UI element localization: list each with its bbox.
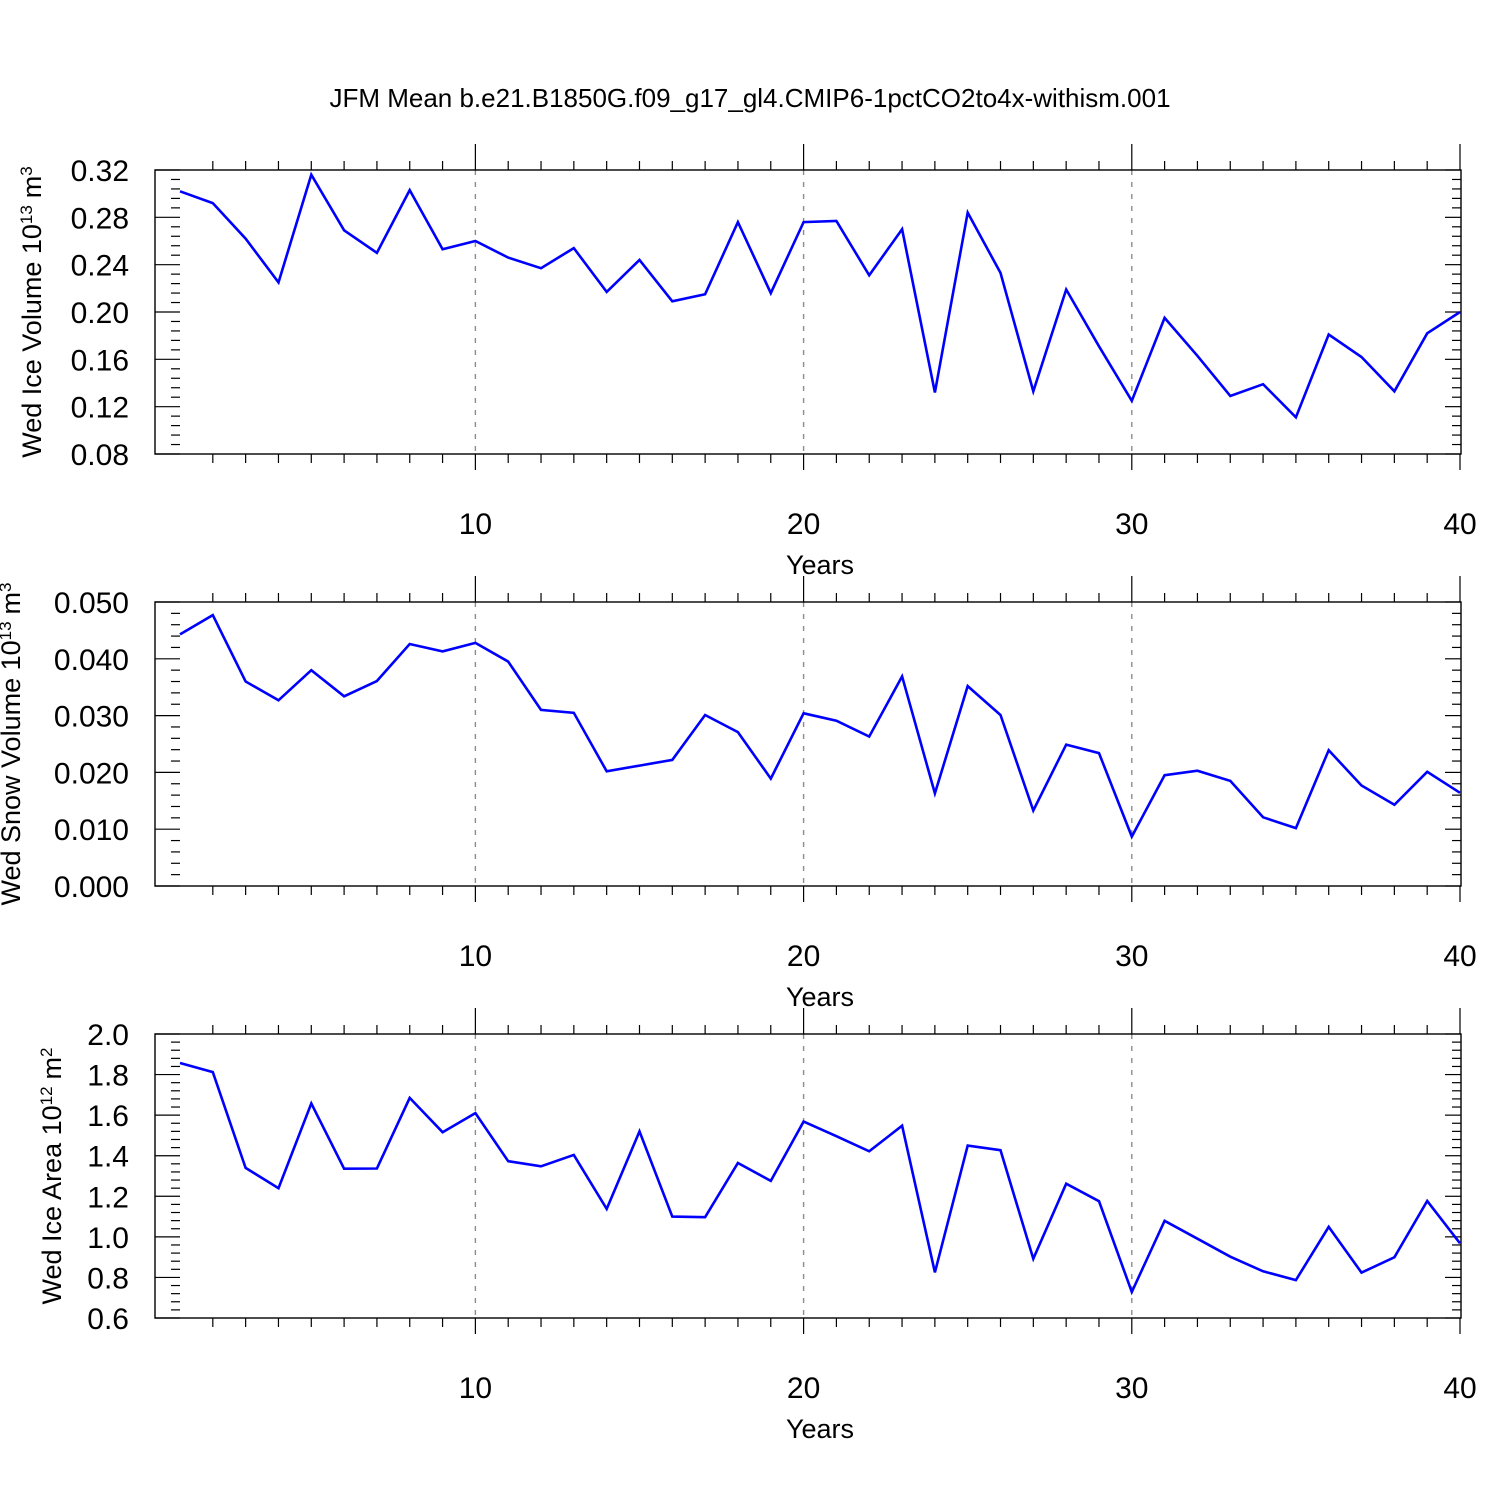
x-axis-label: Years bbox=[786, 1414, 854, 1444]
y-tick-label: 1.2 bbox=[87, 1181, 129, 1214]
y-axis-label-exponent: 13 bbox=[17, 205, 36, 224]
x-tick-label: 20 bbox=[787, 940, 820, 973]
y-axis-label-text: Wed Snow Volume 10 bbox=[0, 640, 26, 905]
y-axis-label-unit-exponent: 3 bbox=[0, 582, 15, 591]
y-axis-label-exponent: 12 bbox=[37, 1086, 56, 1105]
y-tick-label: 0.28 bbox=[71, 202, 129, 235]
y-tick-label: 0.040 bbox=[54, 644, 129, 677]
y-axis-label: Wed Ice Volume 1013 m3 bbox=[17, 166, 48, 458]
x-axis-label: Years bbox=[786, 550, 854, 580]
y-axis-label-unit: m bbox=[17, 176, 47, 199]
x-tick-label: 30 bbox=[1115, 508, 1148, 541]
y-tick-label: 0.050 bbox=[54, 587, 129, 620]
y-tick-label: 0.20 bbox=[71, 297, 129, 330]
x-tick-label: 10 bbox=[459, 940, 492, 973]
y-tick-label: 0.030 bbox=[54, 701, 129, 734]
x-tick-label: 30 bbox=[1115, 1372, 1148, 1405]
y-axis-label-text: Wed Ice Volume 10 bbox=[17, 224, 47, 458]
plot-frame bbox=[154, 1033, 1462, 1319]
y-axis-label-unit: m bbox=[37, 1057, 67, 1080]
y-tick-label: 0.12 bbox=[71, 392, 129, 425]
x-tick-label: 20 bbox=[787, 508, 820, 541]
chart-panel-1: 10 20 30 40 0.08 0.12 0.16 0.20 0.24 0.28 0.32 Year… bbox=[17, 144, 1477, 580]
x-tick-label: 10 bbox=[459, 1372, 492, 1405]
figure-title: JFM Mean b.e21.B1850G.f09_g17_gl4.CMIP6-… bbox=[329, 83, 1170, 113]
x-tick-label: 40 bbox=[1443, 508, 1476, 541]
y-axis-label-unit: m bbox=[0, 592, 26, 615]
x-axis-label: Years bbox=[786, 982, 854, 1012]
x-tick-label: 40 bbox=[1443, 940, 1476, 973]
y-tick-label: 1.6 bbox=[87, 1100, 129, 1133]
y-tick-label: 0.24 bbox=[71, 250, 129, 283]
y-axis-label: Wed Snow Volume 1013 m3 bbox=[0, 582, 26, 905]
y-axis-label: Wed Ice Area 1012 m2 bbox=[37, 1047, 68, 1304]
y-tick-label: 0.08 bbox=[71, 439, 129, 472]
y-tick-label: 1.4 bbox=[87, 1141, 129, 1174]
x-tick-label: 20 bbox=[787, 1372, 820, 1405]
y-tick-label: 0.8 bbox=[87, 1262, 129, 1295]
x-tick-label: 30 bbox=[1115, 940, 1148, 973]
y-tick-label: 0.6 bbox=[87, 1303, 129, 1336]
chart-panels: 10 20 30 40 0.08 0.12 0.16 0.20 0.24 0.28 0.32 Year… bbox=[0, 144, 1477, 1444]
chart-panel-2: 10 20 30 40 0.000 0.010 0.020 0.030 0.040 0.050 Ye… bbox=[0, 576, 1477, 1012]
series-line bbox=[179, 613, 1461, 840]
series-line bbox=[179, 1061, 1462, 1296]
y-tick-label: 0.020 bbox=[54, 757, 129, 790]
y-axis-label-unit-exponent: 2 bbox=[37, 1047, 56, 1056]
y-tick-label: 0.32 bbox=[71, 155, 129, 188]
y-tick-label: 2.0 bbox=[87, 1019, 129, 1052]
y-tick-label: 0.010 bbox=[54, 814, 129, 847]
y-tick-label: 0.16 bbox=[71, 344, 129, 377]
y-tick-label: 1.8 bbox=[87, 1060, 129, 1093]
y-tick-label: 0.000 bbox=[54, 871, 129, 904]
y-tick-label: 1.0 bbox=[87, 1222, 129, 1255]
series-line bbox=[179, 171, 1461, 420]
chart-panel-3: 10 20 30 40 0.6 0.8 1.0 1.2 1.4 1.6 1.8 2.0 Years Wed… bbox=[37, 1008, 1477, 1444]
y-axis-label-text: Wed Ice Area 10 bbox=[37, 1105, 67, 1304]
plot-frame bbox=[154, 169, 1462, 455]
x-tick-label: 10 bbox=[459, 508, 492, 541]
x-tick-label: 40 bbox=[1443, 1372, 1476, 1405]
plot-frame bbox=[154, 601, 1462, 887]
y-axis-label-unit-exponent: 3 bbox=[17, 166, 36, 175]
y-axis-label-exponent: 13 bbox=[0, 621, 15, 640]
